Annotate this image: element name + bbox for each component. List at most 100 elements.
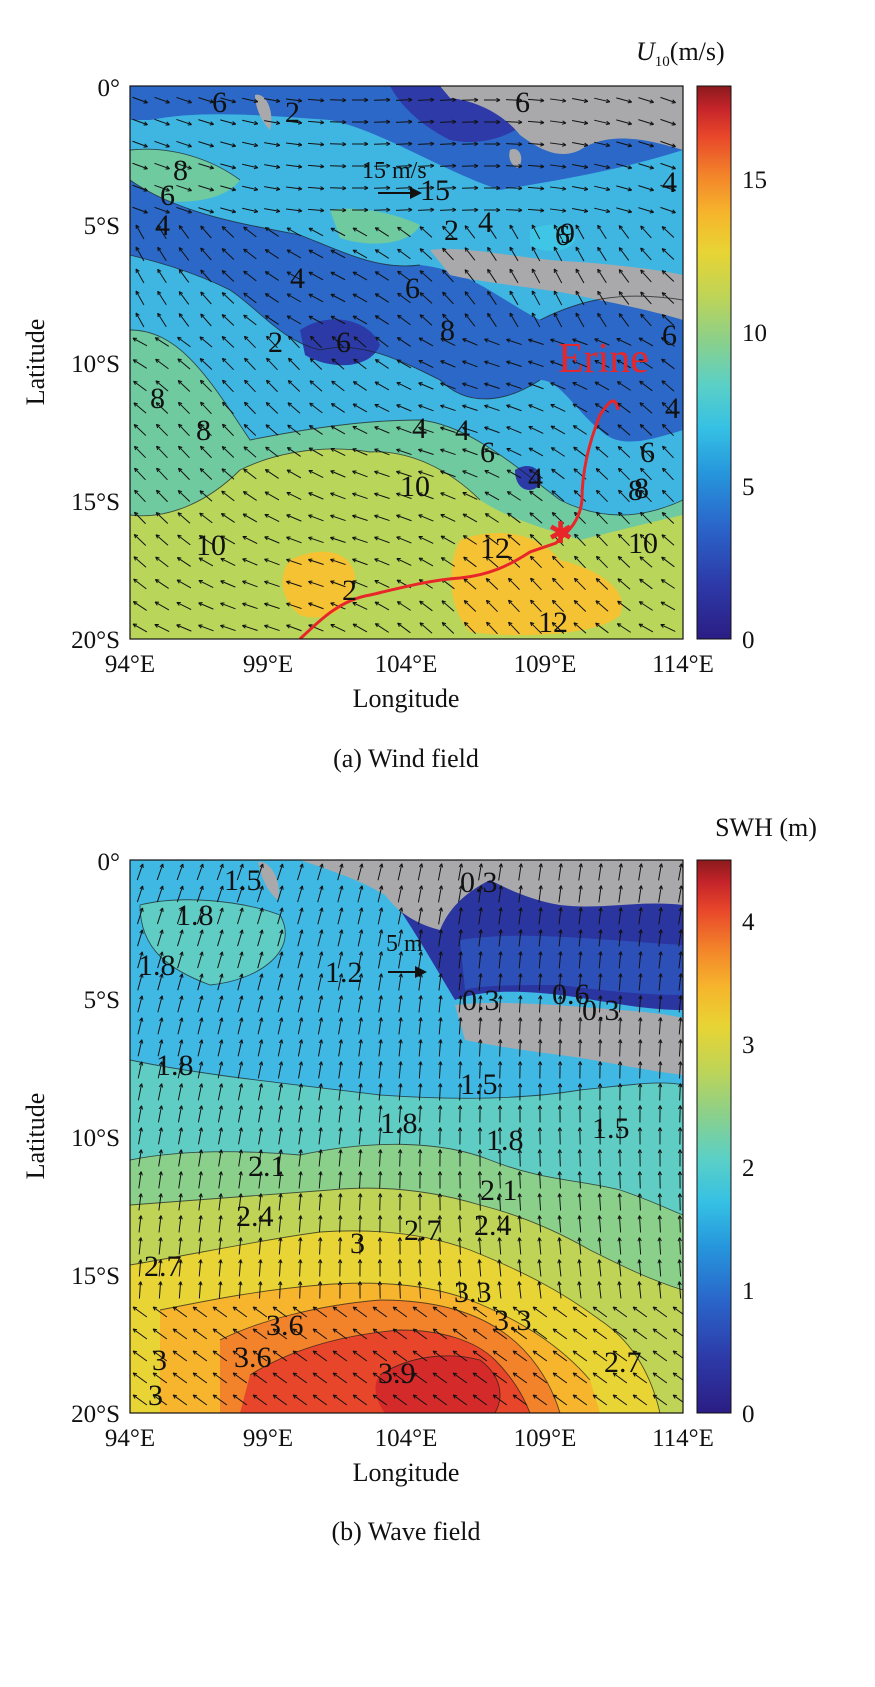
wind-arrow-head xyxy=(640,489,645,495)
wave-arrow-head xyxy=(598,951,603,956)
wave-arrow xyxy=(136,907,144,925)
wind-arrow-head xyxy=(518,120,523,125)
wave-arrow-head xyxy=(397,1281,402,1286)
wave-arrow xyxy=(258,1281,262,1299)
wind-arrow xyxy=(198,602,214,610)
wave-arrow-head xyxy=(357,1259,363,1264)
wave-arrow xyxy=(278,1083,282,1101)
wind-arrow xyxy=(507,534,521,546)
wind-arrow xyxy=(242,163,258,169)
wave-arrow-head xyxy=(318,1039,324,1044)
wind-arrow-head xyxy=(264,580,269,585)
wave-arrow xyxy=(197,1105,203,1123)
wind-arrow-head xyxy=(595,468,601,473)
wind-arrow xyxy=(418,382,434,390)
wave-arrow xyxy=(552,1306,568,1318)
wind-arrow-head xyxy=(572,403,578,408)
wind-arrow xyxy=(134,489,146,503)
wave-arrow xyxy=(619,1039,621,1057)
wind-arrow-head xyxy=(553,246,558,251)
wave-arrow-head xyxy=(478,1039,483,1044)
wind-contour-label: 6 xyxy=(640,436,655,469)
wind-scale-label: 15 m/s xyxy=(362,158,427,184)
wind-arrow-head xyxy=(297,164,303,169)
wave-arrow-head xyxy=(498,885,503,890)
wind-arrow xyxy=(550,120,566,124)
wave-arrow xyxy=(618,1215,622,1233)
wind-colorbar-tick: 15 xyxy=(742,167,767,194)
wind-contour-label: 2 xyxy=(444,214,459,247)
wind-contour-label: 9 xyxy=(560,217,575,250)
wind-arrow xyxy=(133,578,147,590)
wind-arrow-head xyxy=(177,512,182,517)
wind-arrow xyxy=(308,624,324,632)
wind-arrow-head xyxy=(583,120,589,125)
wave-arrow xyxy=(412,1372,428,1384)
wave-arrow xyxy=(297,1017,303,1035)
wave-arrow-head xyxy=(338,1215,343,1220)
wave-arrow-head xyxy=(572,1328,578,1333)
wave-arrow xyxy=(339,1237,341,1255)
wind-arrow-head xyxy=(627,99,633,104)
wind-arrow-head xyxy=(156,445,161,451)
wave-arrow-head xyxy=(458,973,463,978)
wind-arrow-head xyxy=(661,556,666,561)
wave-arrow-head xyxy=(132,1328,138,1333)
wave-arrow-head xyxy=(538,973,543,978)
wave-arrow-head xyxy=(678,885,683,890)
wind-arrow xyxy=(417,209,435,211)
wind-arrow-head xyxy=(561,186,567,191)
wave-arrow-head xyxy=(638,907,643,912)
wave-contour-label: 2.4 xyxy=(474,1209,512,1242)
wave-colorbar: SWH (m) 0 1 2 3 4 xyxy=(696,813,817,1428)
wind-arrow xyxy=(505,143,523,145)
wave-arrow-head xyxy=(199,1039,204,1044)
wave-arrow xyxy=(538,885,542,903)
wind-arrow xyxy=(157,246,167,262)
wind-arrow-head xyxy=(221,336,227,341)
wind-arrow xyxy=(464,247,476,261)
wind-arrow-head xyxy=(220,535,226,540)
wave-arrow-head xyxy=(258,1281,263,1286)
wave-colorbar-tick: 0 xyxy=(742,1401,755,1428)
wave-arrow xyxy=(317,1017,323,1035)
wave-arrow xyxy=(492,1394,508,1406)
wave-arrow xyxy=(652,1394,668,1406)
wind-arrow-head xyxy=(440,360,445,365)
wind-arrow-head xyxy=(430,207,435,212)
wave-arrow-head xyxy=(158,1281,163,1286)
wind-arrow xyxy=(660,140,676,148)
wave-arrow-head xyxy=(517,1281,522,1286)
wind-arrow-head xyxy=(155,511,161,517)
wind-arrow-head xyxy=(253,120,259,126)
wind-arrow xyxy=(286,293,302,303)
wave-arrow xyxy=(312,1372,328,1384)
wave-arrow xyxy=(377,929,383,947)
wave-arrow-head xyxy=(218,1171,223,1176)
wind-arrow xyxy=(286,624,302,632)
wave-arrow-head xyxy=(359,863,364,868)
wind-arrow xyxy=(462,513,478,523)
wave-arrow-head xyxy=(472,1306,478,1311)
wind-arrow-head xyxy=(583,186,589,191)
wind-arrow xyxy=(266,335,278,349)
wave-arrow xyxy=(452,1394,468,1406)
wave-arrow xyxy=(258,1127,262,1145)
wave-arrow-head xyxy=(457,1193,463,1198)
wave-arrow xyxy=(538,1237,542,1255)
wind-arrow xyxy=(508,577,520,591)
wind-arrow xyxy=(616,338,632,346)
wave-arrow-head xyxy=(578,973,583,978)
wind-arrow-head xyxy=(374,514,379,519)
wind-arrow xyxy=(662,489,674,503)
wave-arrow-head xyxy=(259,863,264,868)
wind-arrow-head xyxy=(430,119,435,124)
wave-arrow-head xyxy=(532,1394,538,1399)
wave-arrow xyxy=(277,1039,283,1057)
wave-arrow xyxy=(598,929,602,947)
wave-arrow xyxy=(152,1328,168,1340)
wind-arrow xyxy=(530,555,542,569)
wave-arrow-head xyxy=(438,1083,443,1088)
wave-arrow-head xyxy=(677,1259,682,1264)
wave-arrow-head xyxy=(238,1281,243,1286)
